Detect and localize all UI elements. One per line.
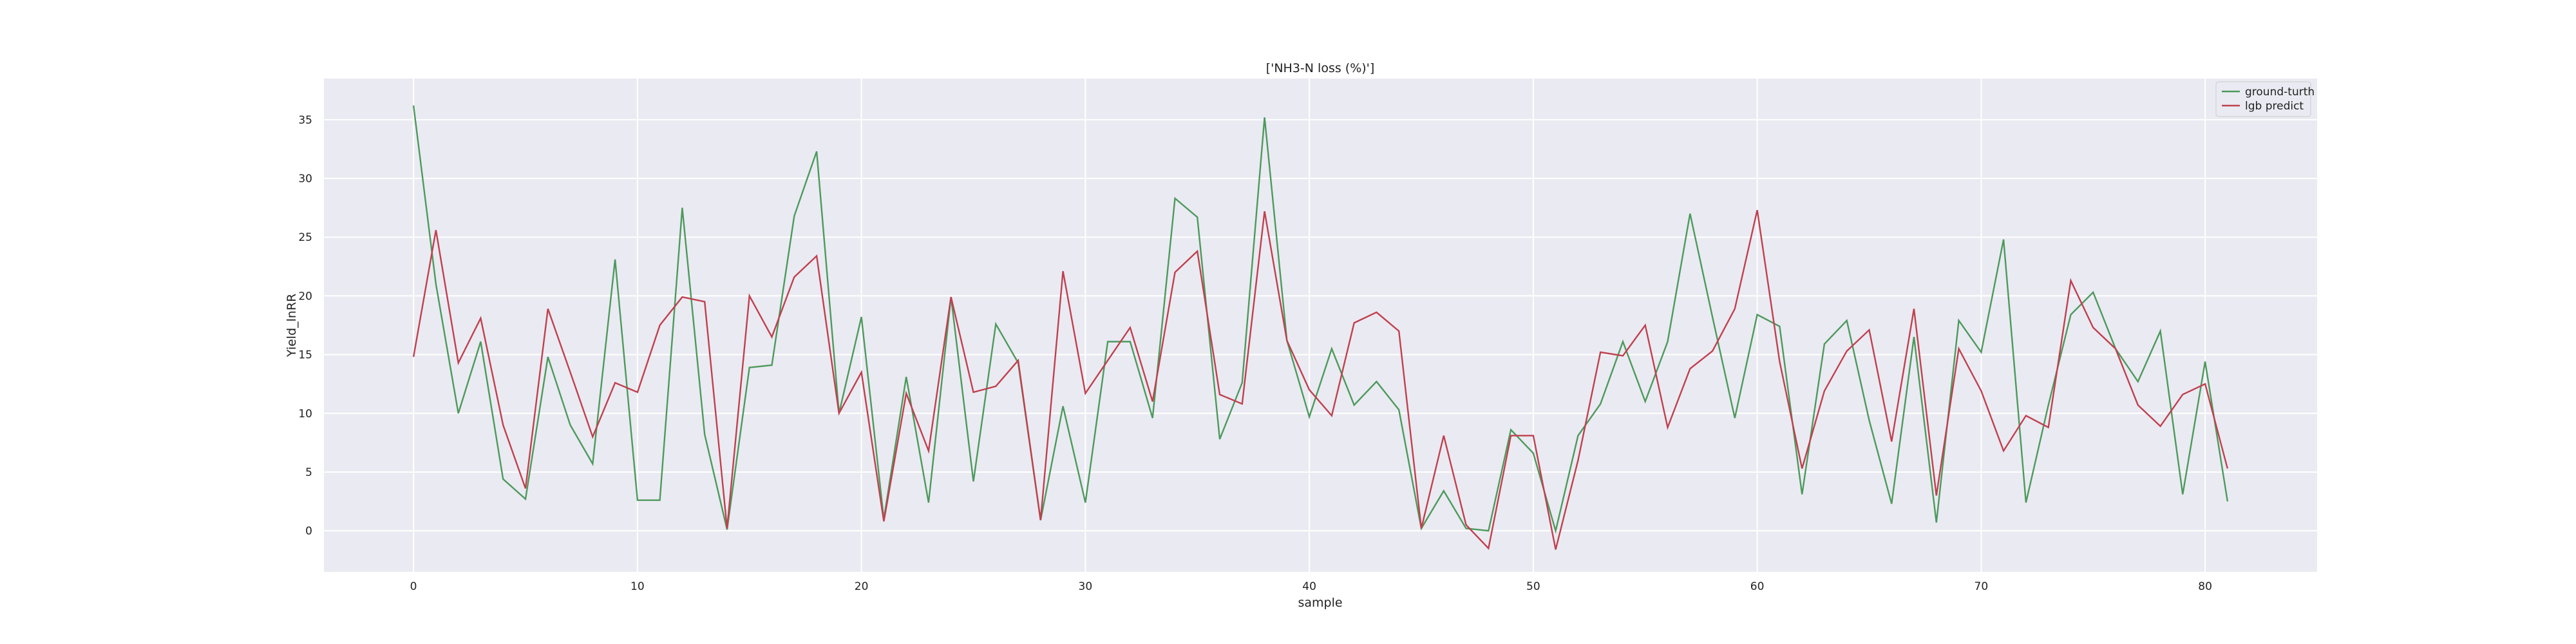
y-tick-label: 20 — [298, 290, 312, 303]
x-tick-label: 10 — [630, 580, 645, 593]
x-tick-label: 40 — [1302, 580, 1316, 593]
tick-labels: 0 10 20 30 40 50 60 70 80 0 5 10 15 20 25 30 35 — [298, 114, 2212, 593]
series-line-lgb-predict — [412, 210, 2229, 551]
series-line-ground-truth — [412, 105, 2229, 534]
x-tick-label: 30 — [1079, 580, 1093, 593]
y-tick-label: 25 — [298, 231, 312, 244]
x-tick-label: 20 — [855, 580, 869, 593]
legend-label: ground-turth — [2245, 86, 2315, 99]
x-tick-label: 80 — [2198, 580, 2212, 593]
gridlines — [324, 79, 2317, 572]
y-tick-label: 30 — [298, 173, 312, 185]
y-tick-label: 15 — [298, 349, 312, 362]
x-tick-label: 70 — [1975, 580, 1989, 593]
x-axis-label: sample — [1298, 596, 1342, 610]
chart-title: ['NH3-N loss (%)'] — [1266, 61, 1375, 75]
legend-label: lgb predict — [2245, 100, 2304, 113]
series-lines — [412, 105, 2229, 551]
x-tick-label: 0 — [410, 580, 417, 593]
y-axis-label: Yield_lnRR — [285, 294, 299, 357]
y-tick-label: 0 — [305, 525, 312, 538]
y-tick-label: 10 — [298, 408, 312, 421]
y-tick-label: 35 — [298, 114, 312, 127]
legend-box — [2215, 81, 2311, 117]
plot-area-background — [324, 79, 2317, 572]
x-tick-label: 60 — [1750, 580, 1765, 593]
x-tick-label: 50 — [1526, 580, 1540, 593]
y-tick-label: 5 — [305, 466, 312, 479]
